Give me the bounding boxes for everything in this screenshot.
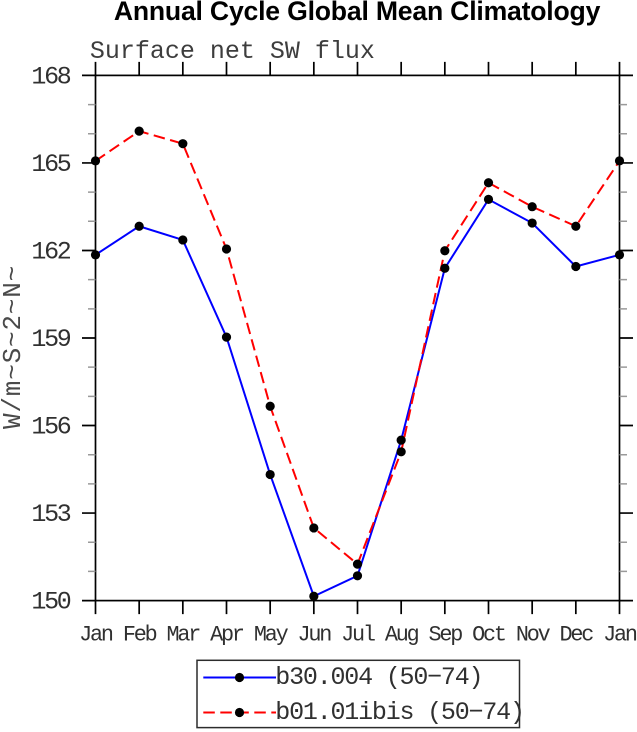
svg-text:Aug: Aug [385,623,419,648]
svg-text:159: 159 [31,325,70,354]
svg-text:Nov: Nov [516,623,551,648]
svg-text:W/m~S~2~N~: W/m~S~2~N~ [0,265,28,429]
svg-text:162: 162 [31,237,70,266]
svg-text:b30.004 (50−74): b30.004 (50−74) [275,663,482,692]
svg-text:Jan: Jan [79,623,113,648]
svg-text:Feb: Feb [123,623,157,648]
svg-text:Annual Cycle Global Mean Clima: Annual Cycle Global Mean Climatology [114,0,601,26]
svg-text:May: May [254,623,289,648]
svg-text:Jun: Jun [298,623,332,648]
svg-text:Dec: Dec [560,623,594,648]
svg-text:Jan: Jan [603,623,637,648]
svg-text:165: 165 [31,150,70,179]
svg-text:Apr: Apr [210,623,244,648]
svg-text:Mar: Mar [167,623,201,648]
svg-text:b01.01ibis (50−74): b01.01ibis (50−74) [275,698,523,727]
svg-text:Sep: Sep [429,623,463,648]
svg-text:Oct: Oct [472,623,505,648]
svg-text:153: 153 [31,500,70,529]
svg-text:168: 168 [31,62,70,91]
svg-text:150: 150 [31,588,70,617]
svg-text:Jul: Jul [341,623,375,648]
svg-text:Surface net SW flux: Surface net SW flux [90,37,375,66]
svg-text:156: 156 [31,413,70,442]
